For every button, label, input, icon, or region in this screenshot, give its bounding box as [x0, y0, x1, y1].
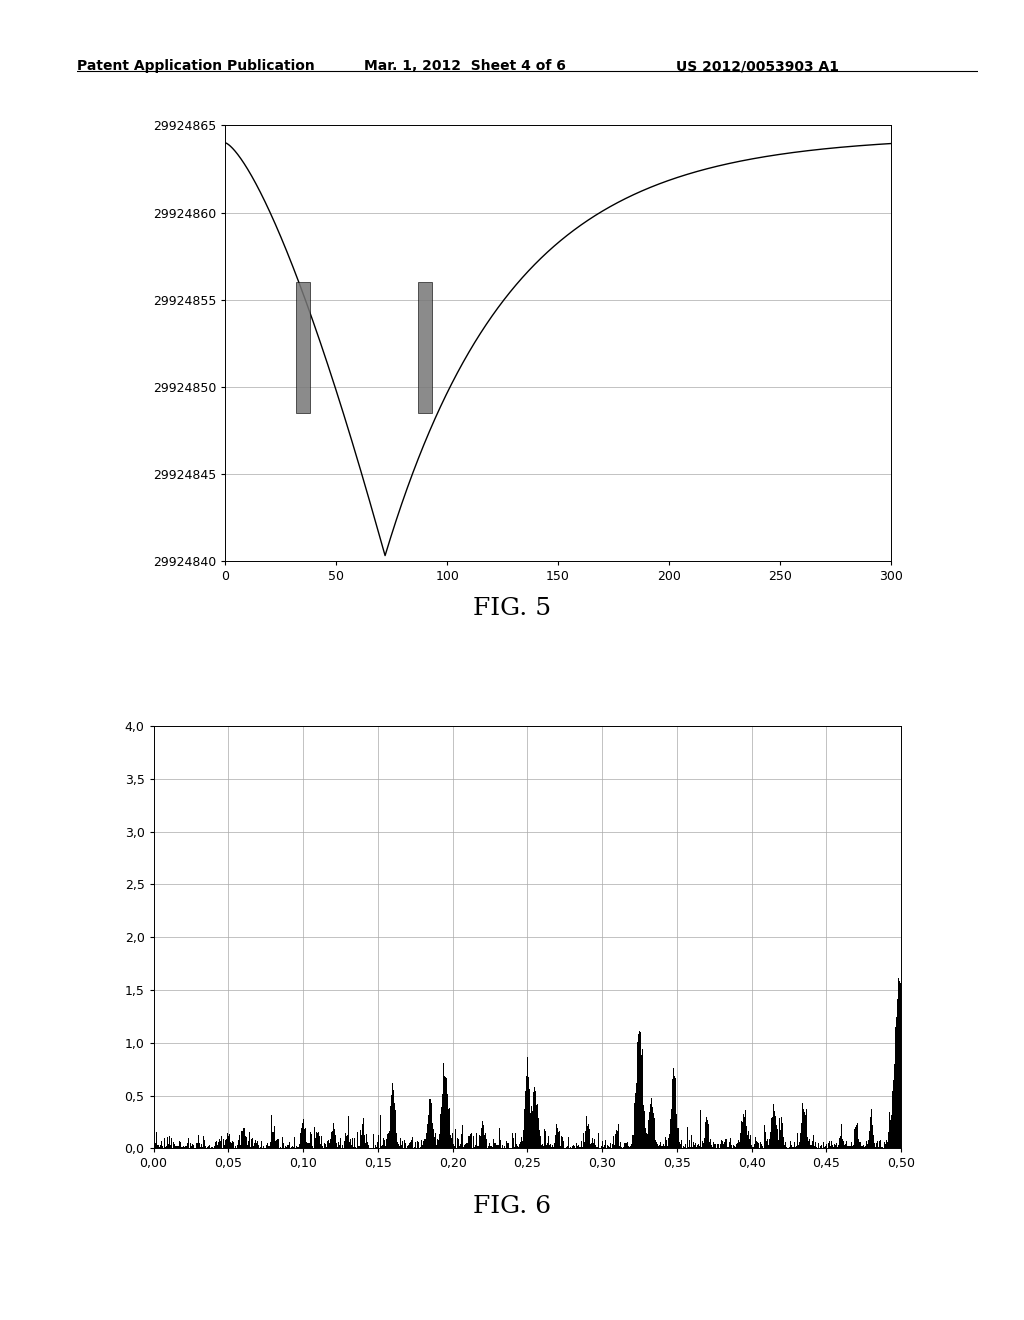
Bar [296, 282, 309, 413]
Text: FIG. 5: FIG. 5 [473, 597, 551, 619]
Text: FIG. 6: FIG. 6 [473, 1195, 551, 1217]
Text: Patent Application Publication: Patent Application Publication [77, 59, 314, 74]
Bar [419, 282, 432, 413]
Text: US 2012/0053903 A1: US 2012/0053903 A1 [676, 59, 839, 74]
Text: Mar. 1, 2012  Sheet 4 of 6: Mar. 1, 2012 Sheet 4 of 6 [364, 59, 565, 74]
